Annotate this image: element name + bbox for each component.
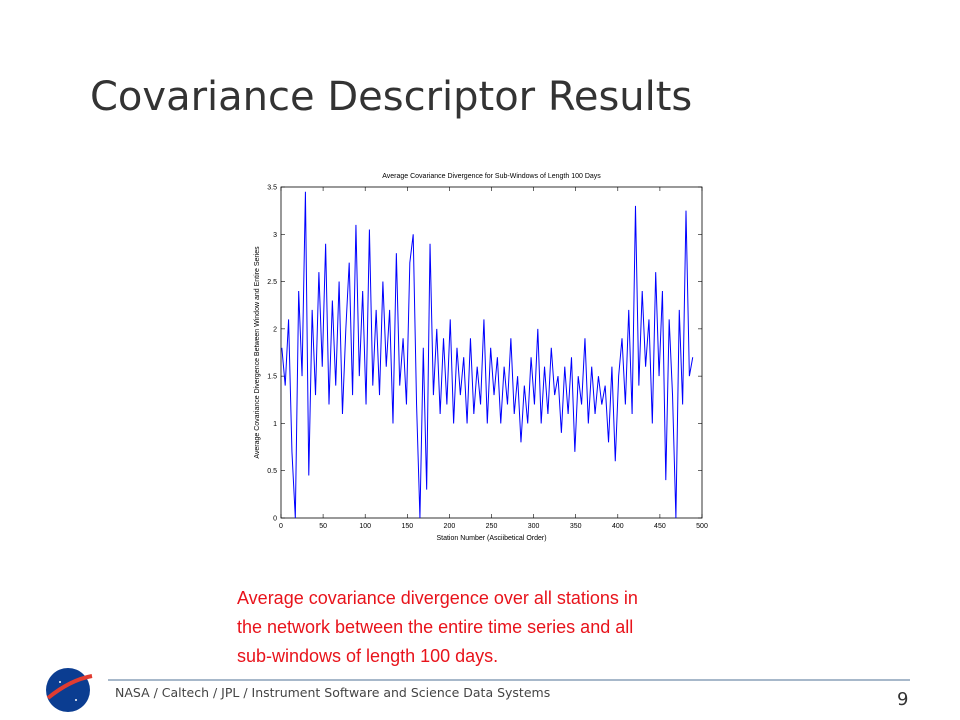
x-axis-label: Station Number (Asciibetical Order) — [436, 535, 546, 542]
page-number: 9 — [897, 689, 908, 710]
y-tick-label: 3 — [273, 232, 277, 239]
x-tick-label: 150 — [401, 523, 413, 530]
x-tick-label: 400 — [612, 523, 624, 530]
data-line — [281, 191, 694, 519]
footer: NASA / Caltech / JPL / Instrument Softwa… — [115, 685, 550, 700]
x-tick-label: 100 — [359, 523, 371, 530]
y-tick-label: 0 — [273, 516, 277, 523]
caption-line: sub-windows of length 100 days. — [237, 646, 498, 666]
chart-title: Average Covariance Divergence for Sub-Wi… — [382, 173, 601, 180]
y-tick-label: 1.5 — [267, 374, 277, 381]
nasa-logo — [46, 668, 93, 712]
y-tick-label: 1 — [273, 421, 277, 428]
y-tick-label: 2.5 — [267, 279, 277, 286]
y-tick-label: 2 — [273, 326, 277, 333]
caption-line: the network between the entire time seri… — [237, 617, 633, 637]
x-tick-label: 250 — [486, 523, 498, 530]
x-tick-label: 200 — [444, 523, 456, 530]
x-tick-label: 450 — [654, 523, 666, 530]
x-tick-label: 50 — [319, 523, 327, 530]
x-tick-label: 0 — [279, 523, 283, 530]
x-tick-label: 350 — [570, 523, 582, 530]
x-tick-label: 500 — [696, 523, 708, 530]
chart: Average Covariance Divergence for Sub-Wi… — [254, 173, 708, 542]
slide-title: Covariance Descriptor Results — [90, 74, 692, 120]
caption-line: Average covariance divergence over all s… — [237, 588, 638, 608]
y-tick-label: 3.5 — [267, 185, 277, 192]
y-axis-label: Average Covariance Divergence Between Wi… — [254, 246, 261, 459]
y-tick-label: 0.5 — [267, 468, 277, 475]
x-tick-label: 300 — [528, 523, 540, 530]
